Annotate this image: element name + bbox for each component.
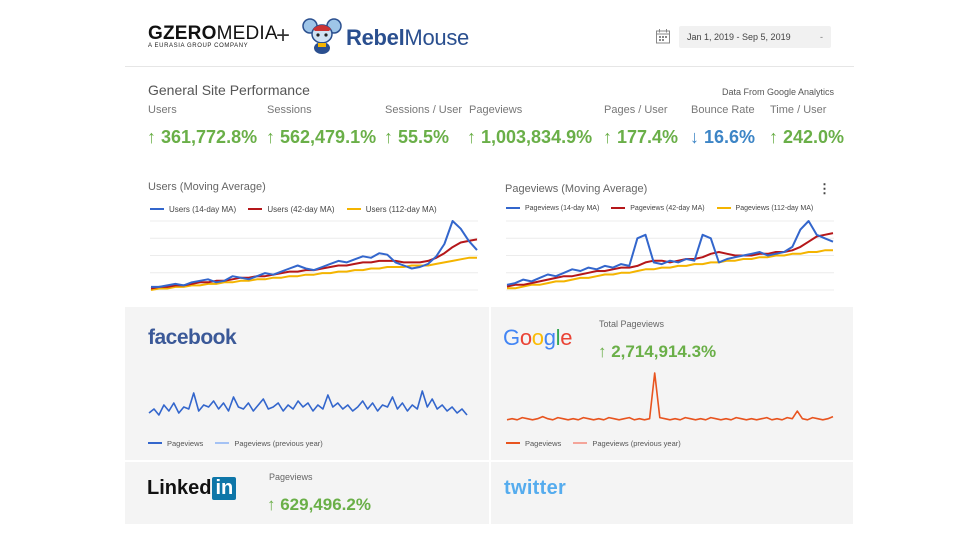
metric-value-sessions-per-user: ↑ 55.5% [384, 127, 450, 147]
metric-label-sessions-per-user: Sessions / User [385, 104, 463, 116]
metric-value-users: ↑ 361,772.8% [147, 127, 258, 147]
pageviews-chart-legend: Pageviews (14-day MA) Pageviews (42-day … [506, 204, 823, 212]
legend-item[interactable]: Users (14-day MA) [150, 205, 236, 214]
legend-item[interactable]: Pageviews (previous year) [215, 439, 323, 448]
users-chart-title: Users (Moving Average) [148, 181, 266, 193]
linkedin-logo: Linked in [147, 477, 237, 500]
legend-item[interactable]: Users (42-day MA) [248, 205, 334, 214]
metric-label-time-per-user: Time / User [770, 104, 827, 116]
series-line-pageviews [506, 372, 834, 421]
legend-swatch [716, 207, 731, 209]
google-panel [491, 307, 853, 460]
gzero-media-logo: GZEROMEDIA [148, 23, 278, 44]
legend-item[interactable]: Pageviews (14-day MA) [506, 205, 599, 212]
rebelmouse-mascot-icon [302, 17, 342, 60]
legend-item[interactable]: Pageviews (previous year) [573, 439, 681, 448]
legend-swatch [148, 442, 162, 444]
facebook-logo: facebook [148, 326, 237, 349]
dropdown-caret-icon: - [820, 32, 823, 42]
legend-swatch [573, 442, 588, 444]
metric-label-bounce-rate: Bounce Rate [691, 104, 755, 116]
date-range-selector[interactable]: Jan 1, 2019 - Sep 5, 2019 - [679, 26, 831, 48]
metric-label-pages-per-user: Pages / User [604, 104, 668, 116]
twitter-panel [491, 462, 853, 524]
section-title: General Site Performance [148, 82, 310, 98]
google-metric-label: Total Pageviews [599, 319, 665, 329]
rebelmouse-logo: RebelMouse [346, 25, 469, 50]
legend-swatch [611, 207, 626, 209]
google-metric-value: ↑ 2,714,914.3% [598, 342, 717, 361]
series-line-pageviews-14-day-ma [506, 220, 834, 286]
metric-label-pageviews: Pageviews [469, 104, 523, 116]
calendar-icon[interactable] [656, 29, 670, 49]
series-line-pageviews [148, 390, 468, 416]
metric-value-pageviews: ↑ 1,003,834.9% [467, 127, 593, 147]
legend-swatch [346, 208, 361, 210]
header-divider [125, 66, 854, 67]
users-chart-legend: Users (14-day MA) Users (42-day MA) User… [150, 203, 447, 214]
legend-item[interactable]: Pageviews (42-day MA) [611, 205, 705, 212]
legend-item[interactable]: Users (112-day MA) [346, 205, 437, 214]
metric-value-pages-per-user: ↑ 177.4% [603, 127, 679, 147]
facebook-panel [125, 307, 489, 460]
legend-swatch [248, 208, 263, 210]
date-range-text: Jan 1, 2019 - Sep 5, 2019 [687, 32, 791, 42]
series-line-pageviews-42-day-ma [506, 232, 834, 288]
legend-swatch [150, 208, 164, 210]
metric-value-time-per-user: ↑ 242.0% [769, 127, 845, 147]
metric-value-sessions: ↑ 562,479.1% [266, 127, 377, 147]
twitter-logo: twitter [504, 477, 567, 499]
linkedin-metric-label: Pageviews [269, 472, 313, 482]
pageviews-chart-title: Pageviews (Moving Average) [505, 183, 648, 195]
users-moving-average-chart [150, 220, 478, 291]
series-line-pageviews-112-day-ma [507, 249, 833, 290]
legend-item[interactable]: Pageviews [506, 439, 561, 448]
more-options-icon[interactable]: ⋮ [818, 181, 831, 196]
legend-item[interactable]: Pageviews [148, 439, 203, 448]
legend-swatch [506, 207, 520, 209]
google-pageviews-chart [506, 372, 834, 421]
google-logo: Google [503, 325, 573, 350]
legend-item[interactable]: Pageviews (112-day MA) [716, 205, 813, 212]
legend-swatch [215, 442, 230, 444]
gzero-tagline: A EURASIA GROUP COMPANY [148, 43, 249, 49]
google-chart-legend: Pageviews Pageviews (previous year) [506, 437, 691, 448]
series-line-users-14-day-ma [151, 220, 478, 288]
facebook-pageviews-chart [148, 390, 468, 416]
linkedin-metric-value: ↑ 629,496.2% [267, 495, 371, 514]
metric-label-users: Users [148, 104, 177, 116]
linkedin-panel [125, 462, 489, 524]
facebook-chart-legend: Pageviews Pageviews (previous year) [148, 437, 333, 448]
pageviews-moving-average-chart [506, 220, 834, 291]
legend-swatch [506, 442, 520, 444]
metric-label-sessions: Sessions [267, 104, 312, 116]
plus-sign: + [276, 22, 291, 49]
data-source-label: Data From Google Analytics [722, 87, 835, 97]
metric-value-bounce-rate: ↓ 16.6% [690, 127, 756, 147]
